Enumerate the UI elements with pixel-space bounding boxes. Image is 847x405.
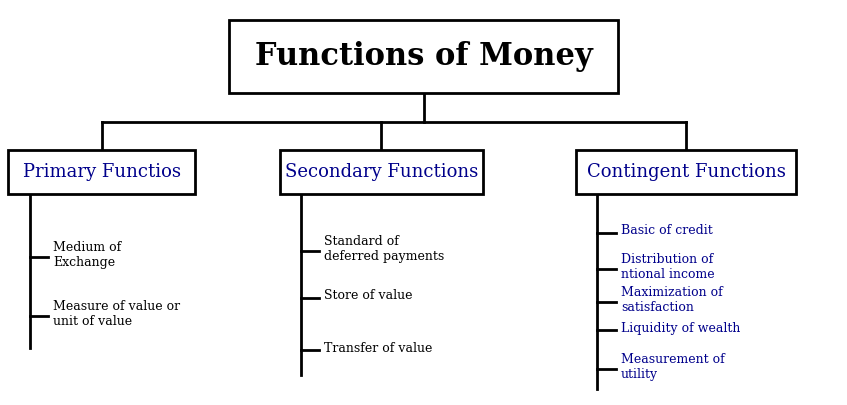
Text: Measure of value or
unit of value: Measure of value or unit of value xyxy=(53,300,180,328)
FancyBboxPatch shape xyxy=(8,150,195,194)
FancyBboxPatch shape xyxy=(280,150,483,194)
Text: Measurement of
utility: Measurement of utility xyxy=(621,352,724,381)
FancyBboxPatch shape xyxy=(576,150,796,194)
Text: Liquidity of wealth: Liquidity of wealth xyxy=(621,322,740,335)
Text: Maximization of
satisfaction: Maximization of satisfaction xyxy=(621,286,722,314)
Text: Secondary Functions: Secondary Functions xyxy=(285,163,478,181)
Text: Medium of
Exchange: Medium of Exchange xyxy=(53,241,122,269)
Text: Basic of credit: Basic of credit xyxy=(621,224,712,237)
FancyBboxPatch shape xyxy=(229,20,618,93)
Text: Standard of
deferred payments: Standard of deferred payments xyxy=(324,235,445,263)
Text: Functions of Money: Functions of Money xyxy=(255,41,592,72)
Text: Contingent Functions: Contingent Functions xyxy=(587,163,785,181)
Text: Transfer of value: Transfer of value xyxy=(324,342,433,355)
Text: Distribution of
ntional income: Distribution of ntional income xyxy=(621,253,715,281)
Text: Primary Functios: Primary Functios xyxy=(23,163,180,181)
Text: Store of value: Store of value xyxy=(324,289,412,302)
